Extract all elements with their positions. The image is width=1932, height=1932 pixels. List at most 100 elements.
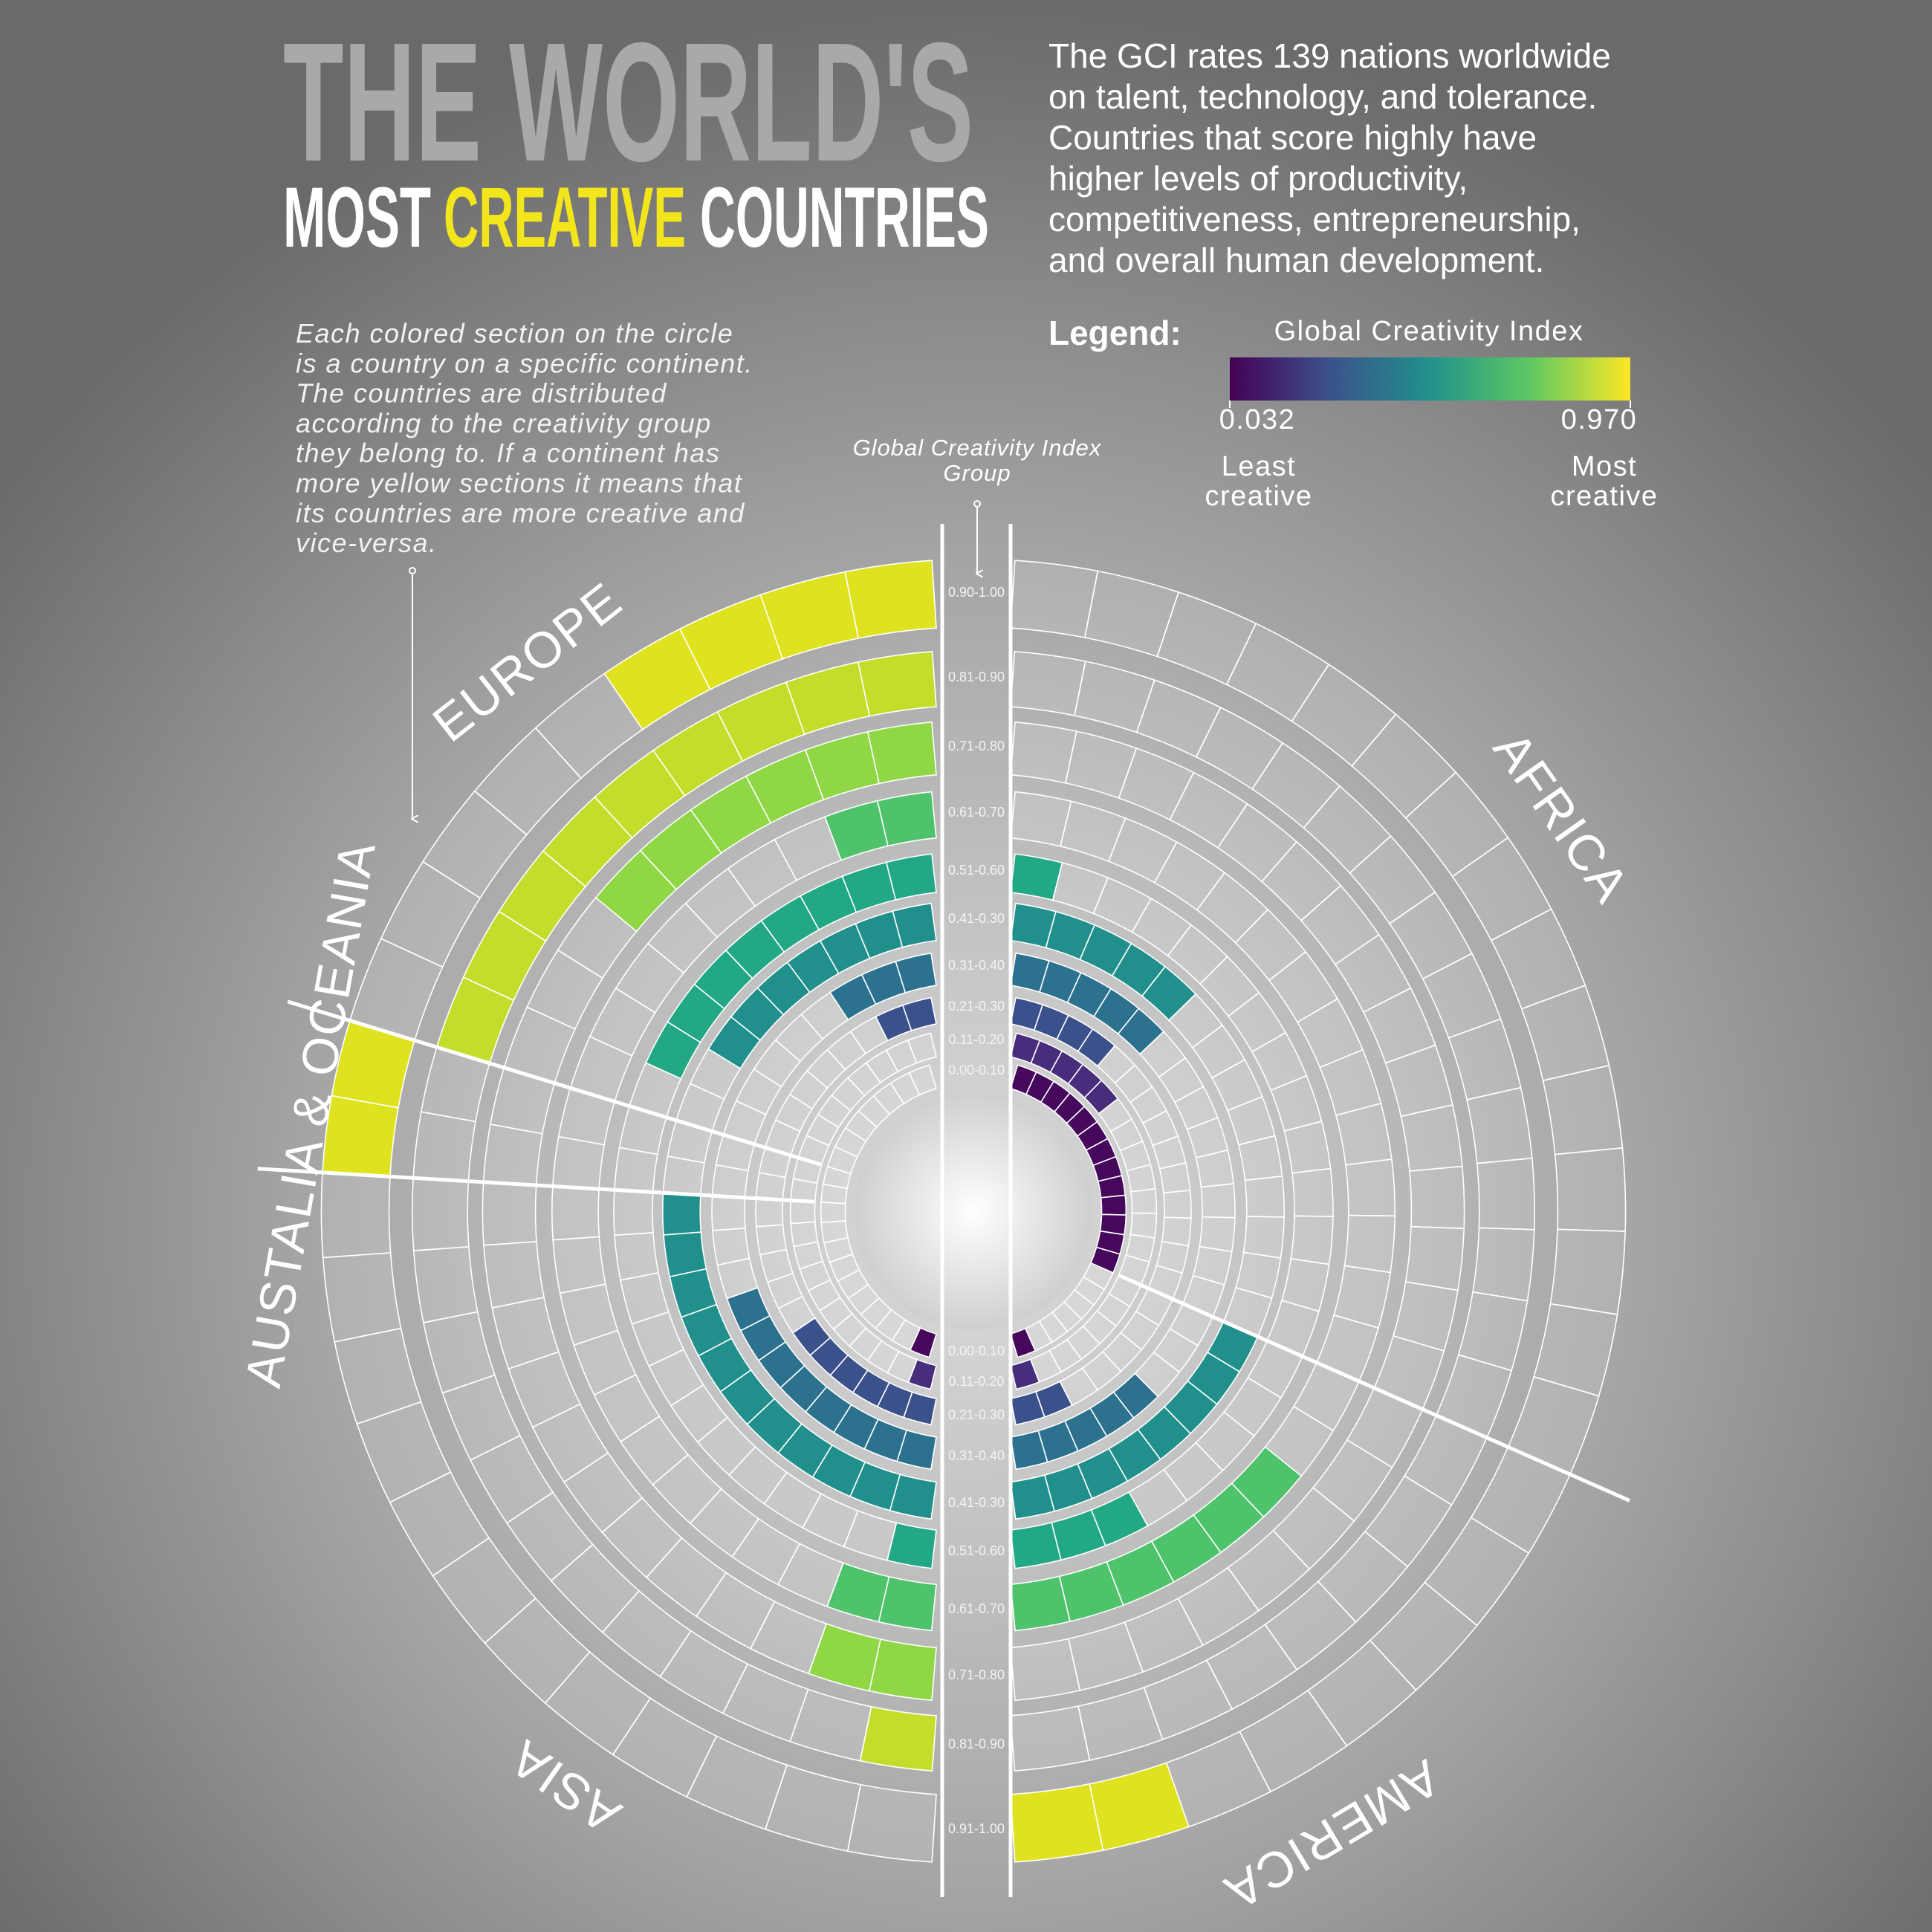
empty-cell	[1291, 1167, 1334, 1217]
country-cell	[663, 1231, 707, 1278]
empty-cell	[822, 1165, 852, 1190]
country-cell	[1010, 1575, 1071, 1632]
legend-high-text: Most	[1572, 451, 1637, 482]
empty-cell	[551, 1135, 606, 1190]
empty-cell	[483, 1241, 545, 1309]
group-label: 0.71-0.80	[948, 739, 1005, 753]
empty-cell	[551, 1185, 600, 1241]
continent-divider	[1118, 1274, 1630, 1503]
empty-cell	[1554, 1147, 1627, 1232]
empty-cell	[412, 1111, 476, 1182]
empty-cell	[1010, 721, 1077, 784]
empty-cell	[1283, 1121, 1332, 1174]
empty-cell	[1242, 1216, 1285, 1259]
group-label: 0.51-0.60	[948, 1543, 1005, 1558]
empty-cell	[908, 1064, 937, 1096]
note-line: The countries are distributed	[296, 378, 667, 409]
empty-cell	[1129, 1212, 1158, 1239]
empty-cell	[552, 1236, 606, 1294]
note-line: Each colored section on the circle	[296, 318, 733, 349]
group-label: 0.11-0.20	[949, 1032, 1005, 1047]
note-line: its countries are more creative and	[296, 498, 745, 528]
description-line: higher levels of productivity,	[1048, 159, 1468, 198]
group-label: 0.71-0.80	[948, 1667, 1005, 1682]
title-word-highlight: CREATIVE	[444, 170, 686, 265]
empty-cell	[613, 1189, 654, 1236]
empty-cell	[1199, 1216, 1236, 1253]
rings	[320, 560, 1627, 1863]
empty-cell	[1161, 1216, 1192, 1247]
description-line: Countries that score highly have	[1048, 118, 1537, 157]
country-cell	[866, 721, 937, 785]
empty-cell	[755, 1224, 788, 1256]
group-label: 0.61-0.70	[948, 1601, 1005, 1616]
country-cell	[662, 1192, 702, 1236]
empty-cell	[482, 1181, 537, 1246]
empty-cell	[1404, 1225, 1465, 1291]
country-cell	[1010, 1783, 1104, 1863]
group-axis-title: Group	[943, 460, 1011, 486]
group-label: 0.11-0.20	[949, 1374, 1005, 1389]
note-line: vice-versa.	[296, 528, 438, 558]
empty-cell	[907, 1032, 937, 1064]
empty-cell	[1343, 1214, 1395, 1274]
empty-cell	[1158, 1161, 1191, 1194]
country-cell	[895, 952, 937, 993]
empty-cell	[1549, 1228, 1627, 1315]
continent-divider	[257, 1167, 814, 1204]
empty-cell	[712, 1227, 751, 1266]
empty-cell	[320, 1172, 392, 1259]
description-line: competitiveness, entrepreneurship,	[1048, 200, 1581, 239]
note-line: more yellow sections it means that	[296, 468, 743, 499]
group-label: 0.21-0.30	[948, 1407, 1005, 1422]
empty-cell	[412, 1246, 479, 1324]
empty-cell	[1345, 1158, 1395, 1217]
empty-cell	[1290, 1215, 1334, 1265]
legend-low-text: creative	[1205, 481, 1312, 512]
empty-cell	[412, 1177, 470, 1251]
country-cell	[844, 560, 937, 639]
group-label: 0.81-0.90	[948, 1737, 1005, 1751]
continent-divider	[287, 999, 822, 1167]
note-line: according to the creativity group	[296, 408, 712, 438]
country-cell	[1010, 1522, 1062, 1569]
country-cell	[901, 996, 937, 1031]
legend-low-text: Least	[1222, 451, 1296, 482]
country-cell	[859, 1705, 937, 1772]
empty-cell	[1466, 1086, 1533, 1164]
group-label: 0.90-1.00	[948, 585, 1005, 600]
country-cell	[892, 902, 937, 948]
empty-cell	[1472, 1227, 1535, 1302]
group-label: 0.31-0.40	[948, 958, 1005, 973]
legend-label: Legend:	[1048, 314, 1181, 352]
empty-cell	[790, 1221, 819, 1248]
empty-cell	[1010, 560, 1099, 638]
country-cell	[868, 1638, 937, 1702]
empty-cell	[614, 1231, 659, 1281]
empty-cell	[755, 1197, 784, 1228]
empty-cell	[1010, 650, 1086, 716]
group-label: 0.81-0.90	[948, 670, 1005, 684]
center-disc	[855, 1092, 1092, 1330]
empty-cell	[322, 1252, 402, 1343]
group-label: 0.41-0.30	[948, 911, 1005, 926]
group-label: 0.00-0.10	[948, 1063, 1005, 1077]
title-word: COUNTRIES	[700, 170, 989, 265]
empty-cell	[820, 1201, 846, 1224]
empty-cell	[1010, 1705, 1091, 1772]
empty-cell	[1130, 1187, 1158, 1214]
empty-cell	[1476, 1157, 1535, 1231]
empty-cell	[614, 1147, 658, 1193]
group-label: 0.41-0.30	[948, 1495, 1005, 1510]
empty-cell	[1335, 1103, 1393, 1166]
note-line: is a country on a specific continent.	[296, 348, 753, 378]
legend-max: 0.970	[1561, 404, 1638, 435]
group-label: 0.31-0.40	[948, 1448, 1005, 1463]
empty-cell	[1010, 1638, 1081, 1702]
legend-title: Global Creativity Index	[1274, 316, 1584, 347]
legend-high-text: creative	[1550, 481, 1658, 512]
